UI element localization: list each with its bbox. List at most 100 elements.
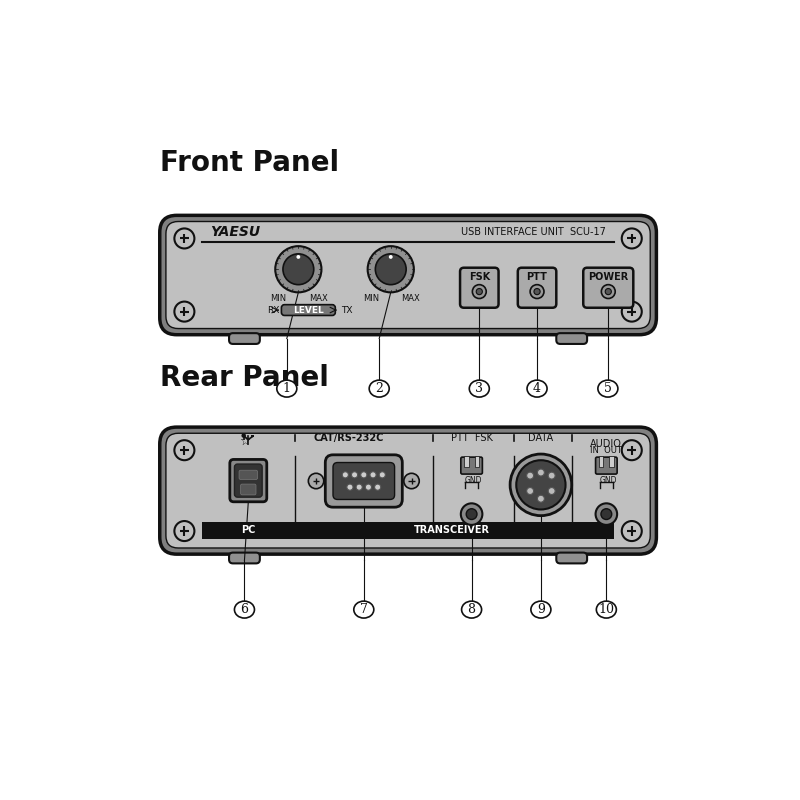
Circle shape: [622, 440, 642, 460]
Bar: [251, 435, 254, 437]
Circle shape: [526, 472, 534, 479]
Text: 2: 2: [375, 382, 383, 395]
FancyBboxPatch shape: [160, 427, 656, 554]
Text: TRANSCEIVER: TRANSCEIVER: [414, 526, 490, 535]
FancyBboxPatch shape: [518, 268, 556, 308]
Circle shape: [534, 289, 540, 294]
FancyBboxPatch shape: [230, 459, 266, 502]
Circle shape: [595, 503, 617, 525]
Circle shape: [476, 289, 482, 294]
Text: PC: PC: [241, 526, 255, 535]
Ellipse shape: [277, 380, 297, 397]
Ellipse shape: [234, 601, 254, 618]
FancyBboxPatch shape: [166, 434, 650, 548]
Circle shape: [516, 460, 566, 510]
Text: POWER: POWER: [588, 272, 629, 282]
Text: 5: 5: [604, 382, 612, 395]
FancyBboxPatch shape: [234, 464, 262, 497]
Text: RX: RX: [266, 306, 279, 315]
Text: 4: 4: [533, 382, 541, 395]
Text: USB INTERFACE UNIT  SCU-17: USB INTERFACE UNIT SCU-17: [462, 227, 606, 238]
Text: LEVEL: LEVEL: [293, 306, 324, 314]
Circle shape: [356, 484, 362, 490]
Text: DATA: DATA: [528, 433, 554, 443]
FancyBboxPatch shape: [556, 333, 587, 344]
FancyBboxPatch shape: [333, 462, 394, 499]
Circle shape: [275, 246, 322, 292]
Ellipse shape: [462, 601, 482, 618]
FancyBboxPatch shape: [229, 333, 260, 344]
Ellipse shape: [369, 380, 390, 397]
Text: MAX: MAX: [309, 294, 328, 303]
Circle shape: [368, 246, 414, 292]
Circle shape: [472, 285, 486, 298]
Text: GND: GND: [599, 476, 617, 485]
Circle shape: [174, 229, 194, 249]
Ellipse shape: [596, 601, 616, 618]
Circle shape: [370, 472, 376, 478]
FancyBboxPatch shape: [239, 470, 258, 479]
Text: 3: 3: [475, 382, 483, 395]
Circle shape: [174, 440, 194, 460]
Circle shape: [526, 487, 534, 494]
FancyBboxPatch shape: [282, 305, 335, 315]
Circle shape: [404, 474, 419, 489]
Circle shape: [374, 484, 381, 490]
Circle shape: [548, 487, 555, 494]
Circle shape: [242, 434, 246, 437]
Text: ☆: ☆: [239, 434, 250, 447]
Ellipse shape: [598, 380, 618, 397]
Circle shape: [510, 454, 572, 516]
Circle shape: [375, 254, 406, 285]
Text: MIN: MIN: [362, 294, 378, 303]
FancyBboxPatch shape: [241, 484, 256, 495]
Circle shape: [530, 285, 544, 298]
Text: YAESU: YAESU: [210, 226, 260, 239]
Circle shape: [538, 469, 544, 476]
Circle shape: [283, 254, 314, 285]
Circle shape: [361, 472, 367, 478]
Circle shape: [548, 472, 555, 479]
Text: 10: 10: [598, 603, 614, 616]
Text: 1: 1: [283, 382, 291, 395]
Text: 7: 7: [360, 603, 368, 616]
Circle shape: [308, 474, 324, 489]
Circle shape: [466, 509, 477, 519]
FancyBboxPatch shape: [461, 457, 482, 474]
Circle shape: [622, 521, 642, 541]
Bar: [202, 522, 614, 538]
Ellipse shape: [470, 380, 490, 397]
Ellipse shape: [527, 380, 547, 397]
Circle shape: [601, 509, 612, 519]
FancyBboxPatch shape: [556, 553, 587, 563]
Text: Front Panel: Front Panel: [160, 149, 339, 177]
Circle shape: [174, 302, 194, 322]
FancyBboxPatch shape: [229, 553, 260, 563]
Text: GND: GND: [464, 476, 482, 485]
Ellipse shape: [531, 601, 551, 618]
Text: PTT  FSK: PTT FSK: [450, 433, 493, 443]
Text: AUDIO: AUDIO: [590, 439, 622, 450]
Text: FSK: FSK: [469, 272, 490, 282]
Circle shape: [297, 255, 300, 259]
Bar: [474, 456, 479, 467]
Ellipse shape: [354, 601, 374, 618]
FancyBboxPatch shape: [583, 268, 634, 308]
Text: MAX: MAX: [402, 294, 420, 303]
Bar: [598, 456, 603, 467]
Circle shape: [605, 289, 611, 294]
Circle shape: [602, 285, 615, 298]
Text: Rear Panel: Rear Panel: [160, 365, 329, 393]
Text: IN  OUT: IN OUT: [590, 446, 622, 455]
Circle shape: [622, 229, 642, 249]
Circle shape: [622, 302, 642, 322]
Bar: [610, 456, 614, 467]
Circle shape: [461, 503, 482, 525]
Bar: [464, 456, 469, 467]
Text: PTT: PTT: [526, 272, 547, 282]
Circle shape: [366, 484, 371, 490]
FancyBboxPatch shape: [595, 457, 617, 474]
Circle shape: [379, 472, 386, 478]
Circle shape: [342, 472, 349, 478]
Text: 9: 9: [537, 603, 545, 616]
